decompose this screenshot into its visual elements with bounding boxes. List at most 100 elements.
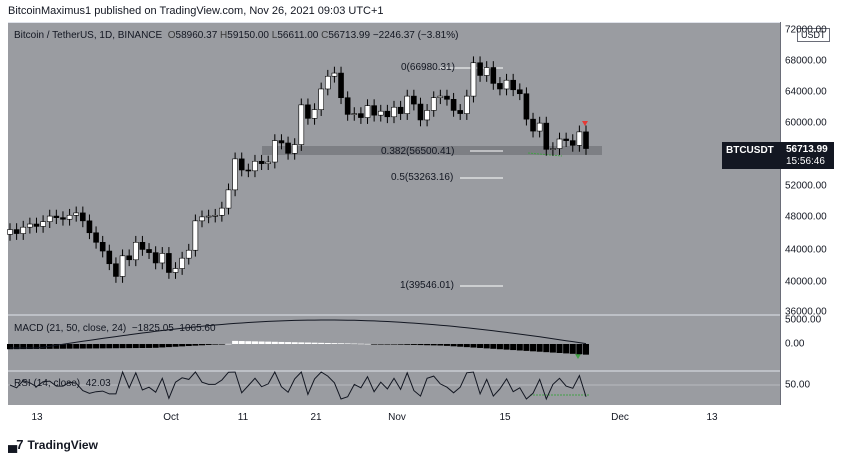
candle-body bbox=[119, 255, 126, 277]
currency-badge[interactable]: USDT bbox=[797, 28, 830, 42]
macd-bar bbox=[79, 344, 86, 349]
macd-bar bbox=[344, 343, 351, 344]
fib-label-05: 0.5(53263.16) bbox=[391, 172, 454, 183]
candle-body bbox=[40, 221, 46, 227]
macd-bar bbox=[251, 341, 258, 344]
candle-body bbox=[417, 103, 424, 121]
macd-bar bbox=[417, 344, 424, 346]
macd-bar bbox=[324, 342, 331, 344]
low-label: L bbox=[271, 30, 278, 41]
macd-bar bbox=[450, 344, 457, 347]
macd-bar bbox=[298, 342, 305, 344]
price-label: 44000.00 bbox=[785, 244, 827, 256]
macd-histogram bbox=[7, 340, 589, 355]
macd-bar bbox=[430, 344, 437, 346]
candle-body bbox=[384, 110, 391, 118]
macd-legend[interactable]: MACD (21, 50, close, 24) −1825.05 1065.6… bbox=[14, 323, 216, 334]
buy-signal-marker bbox=[575, 354, 581, 359]
macd-bar bbox=[583, 344, 589, 355]
macd-bar bbox=[371, 344, 378, 345]
macd-bar bbox=[232, 340, 239, 344]
price-tag-value: 56713.99 bbox=[786, 144, 828, 155]
macd-bar bbox=[483, 344, 490, 349]
candle-body bbox=[13, 229, 20, 234]
candle-body bbox=[27, 223, 33, 228]
candle-body bbox=[464, 95, 470, 114]
time-label: 13 bbox=[31, 412, 43, 423]
candle-body bbox=[364, 105, 371, 118]
macd-bar bbox=[278, 341, 285, 344]
candle-body bbox=[331, 72, 338, 77]
tradingview-footer[interactable]: ▄7 TradingView bbox=[8, 437, 98, 452]
macd-bar bbox=[556, 344, 563, 353]
symbol-title[interactable]: Bitcoin / TetherUS, 1D, BINANCE bbox=[14, 30, 163, 41]
candle-body bbox=[80, 212, 86, 222]
macd-title[interactable]: MACD (21, 50, close, 24) bbox=[14, 323, 127, 334]
macd-bar bbox=[530, 344, 537, 352]
candle-body bbox=[252, 160, 258, 172]
change-value: −2246.37 (−3.81%) bbox=[372, 30, 459, 41]
macd-bar bbox=[218, 344, 225, 345]
macd-bar bbox=[549, 344, 556, 353]
rsi-legend[interactable]: RSI (14, close) 42.03 bbox=[14, 378, 111, 389]
macd-bar bbox=[86, 344, 93, 349]
macd-bar bbox=[291, 342, 298, 344]
macd-bar bbox=[576, 344, 583, 355]
candle-body bbox=[265, 161, 272, 164]
macd-bar bbox=[33, 344, 40, 349]
high-label: H bbox=[220, 30, 228, 41]
macd-axis-label: 0.00 bbox=[785, 338, 805, 350]
macd-bar bbox=[463, 344, 470, 348]
candle-body bbox=[205, 215, 212, 218]
candle-body bbox=[490, 67, 497, 84]
macd-bar bbox=[53, 344, 60, 349]
candle-body bbox=[358, 113, 364, 118]
candle-body bbox=[457, 110, 464, 114]
macd-bar bbox=[199, 344, 205, 346]
candle-body bbox=[450, 98, 457, 111]
macd-bar bbox=[40, 344, 47, 349]
fib-label-0: 0(66980.31) bbox=[401, 62, 455, 73]
rsi-title[interactable]: RSI (14, close) bbox=[14, 378, 81, 389]
macd-bar bbox=[510, 344, 517, 351]
price-axis[interactable]: USDT 72000.00 68000.00 64000.00 60000.00… bbox=[780, 22, 843, 405]
price-tag-symbol: BTCUSDT bbox=[726, 145, 774, 156]
ohlc-legend[interactable]: Bitcoin / TetherUS, 1D, BINANCE O58960.3… bbox=[14, 30, 458, 41]
macd-bar bbox=[377, 344, 384, 345]
time-label: Nov bbox=[388, 412, 406, 423]
candle-body bbox=[245, 169, 252, 172]
macd-bar bbox=[410, 344, 417, 345]
support-zone bbox=[262, 146, 602, 155]
macd-bar bbox=[384, 344, 391, 345]
macd-bar bbox=[271, 341, 278, 344]
chart-pane[interactable] bbox=[8, 22, 780, 405]
rsi-value: 42.03 bbox=[85, 378, 111, 389]
time-label: 11 bbox=[237, 412, 249, 423]
macd-axis-label: 5000.00 bbox=[785, 314, 822, 326]
price-label: 72000.00 bbox=[785, 24, 827, 36]
price-label: 40000.00 bbox=[785, 276, 827, 288]
publish-info: BitcoinMaximus1 published on TradingView… bbox=[8, 5, 384, 17]
macd-bar bbox=[285, 342, 292, 344]
candle-body bbox=[20, 226, 27, 234]
candle-body bbox=[46, 215, 53, 222]
macd-bar bbox=[457, 344, 464, 347]
macd-bar bbox=[126, 344, 133, 349]
candle-body bbox=[192, 220, 199, 251]
macd-bar bbox=[391, 344, 397, 345]
macd-bar bbox=[516, 344, 523, 351]
macd-bar bbox=[139, 344, 146, 349]
candle-body bbox=[351, 113, 358, 115]
macd-bar bbox=[245, 341, 252, 344]
close-label: C bbox=[321, 30, 329, 41]
candle-body bbox=[311, 109, 318, 119]
candle-body bbox=[238, 158, 245, 171]
time-label: 15 bbox=[499, 412, 511, 423]
candle-body bbox=[305, 104, 311, 119]
price-label: 48000.00 bbox=[785, 211, 827, 223]
macd-bar bbox=[146, 344, 153, 348]
price-divergence-line bbox=[527, 152, 563, 157]
low-value: 56611.00 bbox=[277, 30, 319, 41]
candle-body bbox=[139, 241, 146, 250]
candle-body bbox=[444, 95, 450, 100]
